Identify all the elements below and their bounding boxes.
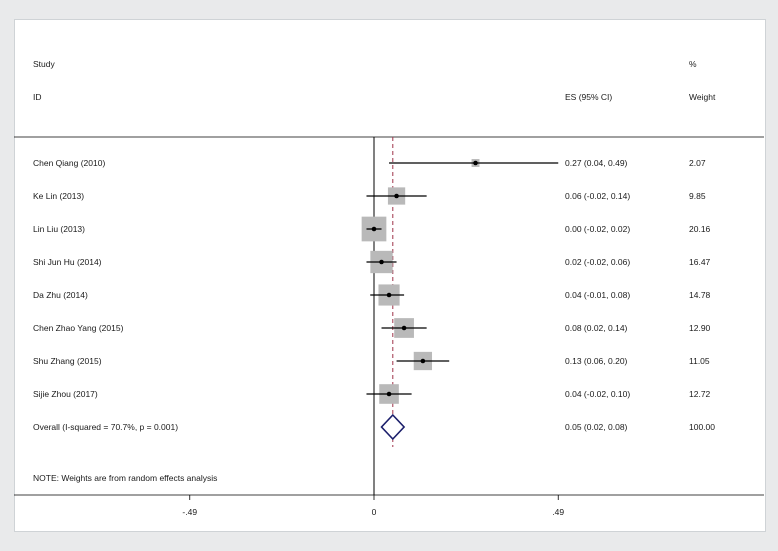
study-es-text: 0.27 (0.04, 0.49)	[565, 158, 628, 168]
study-label: Chen Qiang (2010)	[33, 158, 105, 168]
study-weight-text: 12.72	[689, 389, 711, 399]
study-weight-text: 12.90	[689, 323, 711, 333]
study-label: Chen Zhao Yang (2015)	[33, 323, 124, 333]
plot-panel	[14, 19, 766, 532]
header-pct: %	[689, 59, 697, 69]
study-weight-text: 14.78	[689, 290, 711, 300]
overall-diamond	[380, 413, 406, 441]
overall-es-text: 0.05 (0.02, 0.08)	[565, 422, 628, 432]
point-estimate	[386, 391, 392, 397]
point-estimate	[371, 226, 377, 232]
footnote: NOTE: Weights are from random effects an…	[33, 473, 217, 483]
study-es-text: 0.04 (-0.01, 0.08)	[565, 290, 630, 300]
point-estimate	[473, 160, 478, 166]
point-estimate	[379, 259, 384, 265]
study-es-text: 0.06 (-0.02, 0.14)	[565, 191, 630, 201]
study-weight-text: 11.05	[689, 356, 710, 366]
point-estimate	[401, 325, 407, 331]
study-weight-text: 20.16	[689, 224, 711, 234]
study-es-text: 0.02 (-0.02, 0.06)	[565, 257, 630, 267]
study-es-text: 0.00 (-0.02, 0.02)	[565, 224, 630, 234]
header-id: ID	[33, 92, 42, 102]
header-study: Study	[33, 59, 55, 69]
study-label: Da Zhu (2014)	[33, 290, 88, 300]
study-label: Ke Lin (2013)	[33, 191, 84, 201]
study-rows: Chen Qiang (2010) 0.27 (0.04, 0.49) 2.07 Ke…	[33, 158, 711, 404]
study-es-text: 0.04 (-0.02, 0.10)	[565, 389, 630, 399]
point-estimate	[386, 292, 392, 298]
overall-row: Overall (I-squared = 70.7%, p = 0.001) 0.…	[33, 413, 715, 441]
header-es: ES (95% CI)	[565, 92, 612, 102]
study-weight-text: 9.85	[689, 191, 706, 201]
x-axis: -.49 0 .49	[182, 495, 564, 517]
point-estimate	[394, 193, 399, 199]
header-weight: Weight	[689, 92, 716, 102]
study-es-text: 0.08 (0.02, 0.14)	[565, 323, 628, 333]
overall-weight-text: 100.00	[689, 422, 715, 432]
overall-label: Overall (I-squared = 70.7%, p = 0.001)	[33, 422, 178, 432]
x-tick-label: 0	[372, 507, 377, 517]
study-weight-text: 16.47	[689, 257, 711, 267]
x-tick-label: .49	[552, 507, 564, 517]
study-label: Lin Liu (2013)	[33, 224, 85, 234]
point-estimate	[420, 358, 426, 364]
x-tick-label: -.49	[182, 507, 197, 517]
study-label: Shu Zhang (2015)	[33, 356, 102, 366]
study-label: Sijie Zhou (2017)	[33, 389, 98, 399]
study-es-text: 0.13 (0.06, 0.20)	[565, 356, 628, 366]
study-weight-text: 2.07	[689, 158, 706, 168]
study-label: Shi Jun Hu (2014)	[33, 257, 102, 267]
